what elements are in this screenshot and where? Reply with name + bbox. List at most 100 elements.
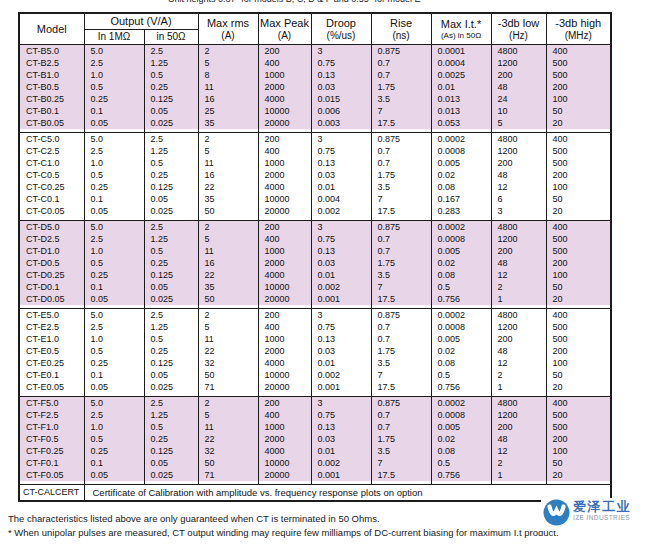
value-cell: 2000: [258, 433, 311, 445]
value-cell: 4800: [491, 221, 546, 234]
value-cell: 12: [491, 357, 546, 369]
value-cell: 12: [491, 269, 546, 281]
value-cell: 0.7: [371, 421, 431, 433]
model-name-cell: CT-F1.0: [19, 421, 84, 433]
value-cell: 3: [311, 309, 371, 322]
value-cell: 7: [371, 193, 431, 205]
value-cell: 50: [198, 369, 258, 381]
value-cell: 10000: [258, 105, 311, 117]
model-group-F: CT-F5.05.02.5220030.8750.00024800400CT-F…: [19, 397, 611, 485]
model-name-cell: CT-E0.05: [19, 381, 84, 393]
value-cell: 3.5: [371, 445, 431, 457]
value-cell: 0.08: [431, 269, 491, 281]
value-cell: 0.0025: [431, 69, 491, 81]
spec-row: CT-E5.05.02.5220030.8750.00024800400: [19, 309, 611, 322]
value-cell: 500: [546, 69, 611, 81]
value-cell: 0.756: [431, 469, 491, 481]
value-cell: 16: [198, 169, 258, 181]
value-cell: 22: [198, 269, 258, 281]
value-cell: 3.5: [371, 93, 431, 105]
value-cell: 0.75: [311, 145, 371, 157]
value-cell: 0.25: [84, 357, 144, 369]
value-cell: 22: [198, 433, 258, 445]
value-cell: 0.5: [431, 369, 491, 381]
value-cell: 200: [258, 133, 311, 146]
value-cell: 0.025: [144, 381, 198, 393]
value-cell: 0.25: [144, 345, 198, 357]
value-cell: 50: [546, 457, 611, 469]
spec-row: CT-B1.01.00.5810000.130.70.0025200500: [19, 69, 611, 81]
value-cell: 1200: [491, 321, 546, 333]
value-cell: 20: [546, 469, 611, 481]
value-cell: 1200: [491, 233, 546, 245]
spec-row: CT-F0.10.10.0550100000.00270.5250: [19, 457, 611, 469]
value-cell: 0.0002: [431, 397, 491, 410]
value-cell: 4800: [491, 133, 546, 146]
value-cell: 100: [546, 445, 611, 457]
value-cell: 2: [198, 309, 258, 322]
value-cell: 0.756: [431, 293, 491, 305]
value-cell: 0.0002: [431, 221, 491, 234]
spec-row: CT-E1.01.00.51110000.130.70.005200500: [19, 333, 611, 345]
value-cell: 1.75: [371, 433, 431, 445]
spec-row: CT-F2.52.51.2554000.750.70.00081200500: [19, 409, 611, 421]
header-line2: (Hz): [492, 30, 546, 42]
value-cell: 0.013: [431, 105, 491, 117]
value-cell: 4000: [258, 181, 311, 193]
value-cell: 2.5: [84, 321, 144, 333]
value-cell: 0.08: [431, 357, 491, 369]
value-cell: 200: [491, 157, 546, 169]
spec-row: CT-D0.10.10.0535100000.00270.5250: [19, 281, 611, 293]
header-line1: Rise: [372, 17, 431, 30]
value-cell: 11: [198, 333, 258, 345]
value-cell: 400: [258, 145, 311, 157]
value-cell: 2: [198, 45, 258, 58]
value-cell: 0.25: [84, 93, 144, 105]
value-cell: 0.002: [311, 205, 371, 217]
value-cell: 7: [371, 281, 431, 293]
header-line2: (A): [199, 30, 258, 42]
col-header-3db-high: -3db high (MHz): [546, 13, 611, 45]
value-cell: 7: [371, 369, 431, 381]
value-cell: 1000: [258, 245, 311, 257]
value-cell: 0.75: [311, 321, 371, 333]
value-cell: 3: [491, 205, 546, 217]
value-cell: 0.013: [431, 93, 491, 105]
model-name-cell: CT-F0.25: [19, 445, 84, 457]
value-cell: 20000: [258, 381, 311, 393]
value-cell: 200: [258, 309, 311, 322]
value-cell: 3.5: [371, 357, 431, 369]
value-cell: 10000: [258, 369, 311, 381]
value-cell: 50: [546, 193, 611, 205]
value-cell: 48: [491, 345, 546, 357]
value-cell: 1200: [491, 409, 546, 421]
value-cell: 0.756: [431, 381, 491, 393]
value-cell: 20: [546, 117, 611, 129]
value-cell: 3: [311, 133, 371, 146]
value-cell: 0.7: [371, 157, 431, 169]
value-cell: 0.25: [84, 181, 144, 193]
ize-logo-chinese-name: 爱泽工业: [573, 499, 631, 514]
value-cell: 0.0001: [431, 45, 491, 58]
value-cell: 0.001: [311, 381, 371, 393]
spec-row: CT-F0.250.250.1253240000.013.50.0812100: [19, 445, 611, 457]
value-cell: 100: [546, 93, 611, 105]
header-line1: Max rms: [199, 17, 258, 30]
value-cell: 5.0: [84, 45, 144, 58]
model-name-cell: CT-C1.0: [19, 157, 84, 169]
model-group-D: CT-D5.05.02.5220030.8750.00024800400CT-D…: [19, 221, 611, 309]
value-cell: 1: [491, 469, 546, 481]
col-header-droop: Droop (%/us): [311, 13, 371, 45]
value-cell: 48: [491, 433, 546, 445]
value-cell: 2.5: [144, 221, 198, 234]
value-cell: 0.13: [311, 245, 371, 257]
value-cell: 0.125: [144, 445, 198, 457]
value-cell: 2.5: [144, 133, 198, 146]
value-cell: 0.01: [311, 181, 371, 193]
value-cell: 0.025: [144, 205, 198, 217]
value-cell: 500: [546, 421, 611, 433]
value-cell: 48: [491, 257, 546, 269]
spec-row: CT-C0.050.050.02550200000.00217.50.28332…: [19, 205, 611, 217]
value-cell: 50: [198, 205, 258, 217]
value-cell: 2.5: [144, 309, 198, 322]
